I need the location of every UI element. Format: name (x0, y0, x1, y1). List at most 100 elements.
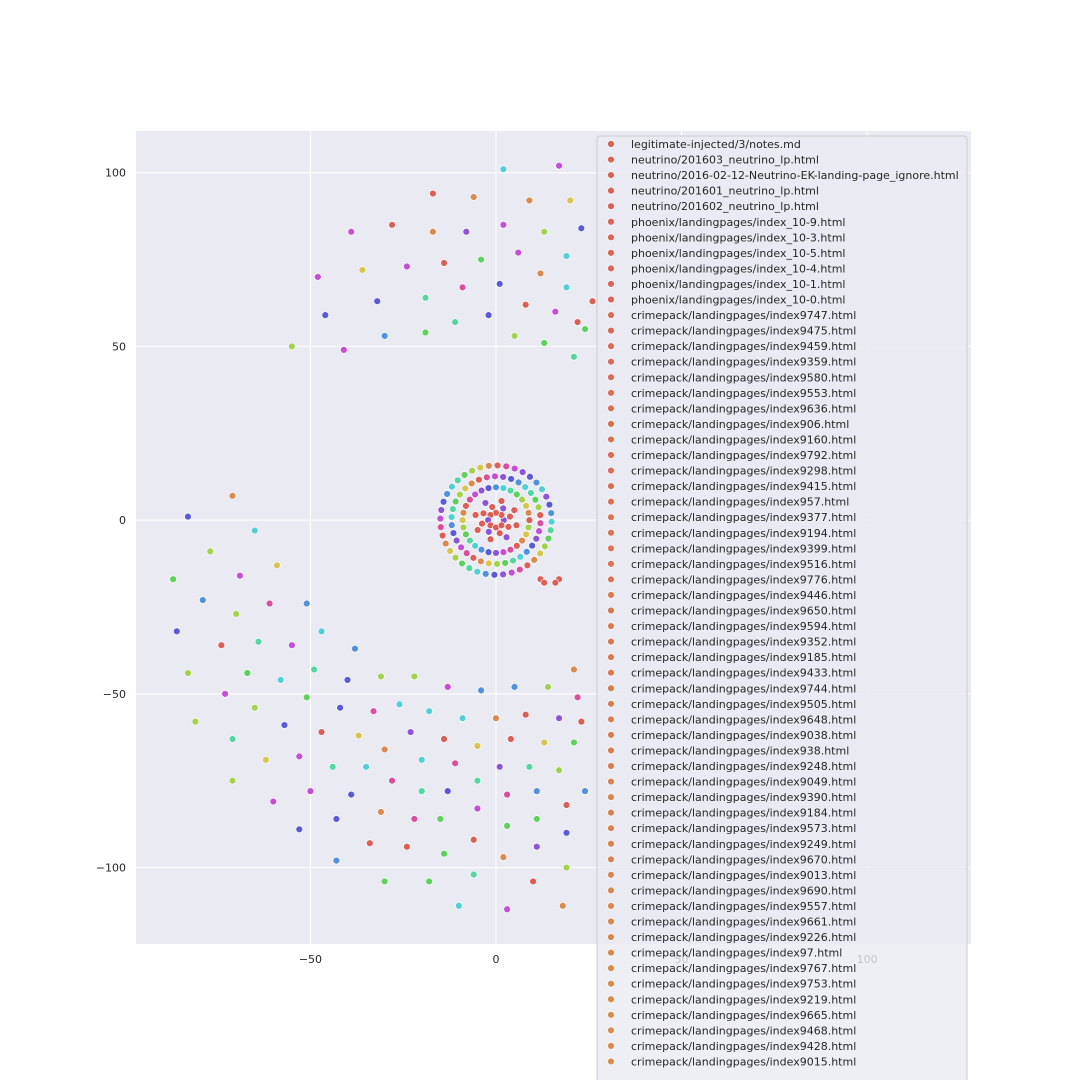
scatter-point (473, 777, 482, 785)
scatter-point (562, 252, 571, 260)
scatter-point (280, 721, 289, 729)
scatter-point (340, 346, 348, 354)
scatter-point (470, 193, 478, 201)
legend-marker (607, 140, 615, 148)
scatter-point (451, 497, 460, 506)
legend-label: phoenix/landingpages/index_10-4.html (631, 262, 845, 275)
legend-label: crimepack/landingpages/index9038.html (631, 729, 856, 742)
scatter-point (448, 483, 456, 491)
scatter-point (473, 742, 482, 750)
scatter-point (544, 683, 552, 691)
scatter-point (547, 517, 556, 526)
scatter-point (524, 509, 533, 517)
scatter-point (456, 490, 464, 499)
scatter-point (497, 521, 506, 529)
legend-marker (607, 637, 615, 646)
legend-marker (607, 1042, 615, 1050)
scatter-point (395, 700, 404, 708)
legend-marker (607, 373, 615, 381)
legend-label: crimepack/landingpages/index938.html (631, 744, 849, 757)
scatter-point (358, 266, 367, 274)
scatter-point (191, 717, 200, 726)
scatter-point (485, 559, 493, 568)
scatter-point (484, 548, 493, 556)
scatter-point (251, 704, 259, 712)
scatter-point (536, 549, 544, 558)
scatter-point (570, 353, 578, 361)
scatter-point (499, 165, 508, 173)
scatter-point (273, 561, 281, 569)
scatter-point (514, 248, 522, 257)
legend-marker (607, 622, 615, 630)
scatter-point (477, 557, 485, 565)
scatter-point (173, 627, 181, 636)
legend-label: crimepack/landingpages/index9160.html (631, 433, 856, 446)
scatter-point (540, 339, 548, 347)
legend-marker (607, 497, 615, 506)
scatter-point (525, 196, 534, 205)
legend-label: crimepack/landingpages/index9249.html (631, 838, 856, 851)
scatter-point (514, 478, 523, 487)
legend-marker (607, 793, 615, 801)
legend-label: crimepack/landingpages/index9219.html (631, 993, 856, 1006)
scatter-point (418, 787, 426, 795)
scatter-point (468, 466, 476, 475)
scatter-point (536, 511, 544, 519)
legend-marker (607, 482, 615, 490)
scatter-point (458, 283, 467, 292)
scatter-point (471, 490, 479, 499)
scatter-point (476, 463, 484, 472)
scatter-point (506, 486, 515, 495)
legend-marker (607, 326, 615, 335)
legend-label: phoenix/landingpages/index_10-0.html (631, 294, 845, 307)
scatter-point (531, 496, 540, 504)
scatter-point (492, 549, 500, 557)
scatter-point (521, 301, 530, 309)
scatter-point (477, 255, 485, 264)
scatter-point (497, 497, 506, 505)
legend-label: phoenix/landingpages/index_10-3.html (631, 231, 845, 244)
scatter-point (532, 478, 541, 487)
scatter-point (373, 297, 381, 305)
scatter-point (573, 693, 582, 702)
legend-marker (607, 824, 615, 832)
scatter-point (217, 641, 226, 649)
scatter-point (479, 509, 488, 518)
scatter-point (506, 512, 514, 521)
scatter-point (477, 486, 486, 495)
legend-label: crimepack/landingpages/index9049.html (631, 776, 856, 789)
legend-marker (607, 964, 615, 972)
legend-marker (607, 684, 615, 692)
legend-label: crimepack/landingpages/index9184.html (631, 807, 856, 820)
scatter-point (206, 547, 214, 556)
legend-label: crimepack/landingpages/index9013.html (631, 869, 856, 882)
scatter-point (562, 801, 571, 809)
scatter-point (527, 489, 535, 497)
scatter-point (499, 853, 508, 861)
legend-label: crimepack/landingpages/index906.html (631, 418, 849, 431)
scatter-point (441, 539, 450, 548)
scatter-point (485, 528, 493, 536)
scatter-point (512, 521, 521, 529)
scatter-point (347, 790, 355, 799)
scatter-point (380, 332, 389, 340)
scatter-point (403, 843, 411, 851)
data-points (169, 162, 597, 913)
scatter-point (547, 509, 555, 517)
scatter-point (541, 542, 549, 551)
legend-label: crimepack/landingpages/index9505.html (631, 698, 856, 711)
scatter-point (555, 714, 563, 722)
legend-marker (607, 1011, 615, 1019)
scatter-point (288, 342, 296, 351)
legend-label: crimepack/landingpages/index9744.html (631, 682, 856, 695)
scatter-point (577, 224, 586, 232)
scatter-point (540, 738, 548, 747)
scatter-point (262, 756, 270, 764)
scatter-point (523, 561, 532, 569)
scatter-point (525, 763, 534, 771)
scatter-point (499, 504, 507, 513)
legend-label: neutrino/201603_neutrino_lp.html (631, 154, 819, 167)
scatter-point (469, 554, 478, 562)
legend-marker (607, 575, 615, 584)
legend-marker (607, 995, 615, 1003)
